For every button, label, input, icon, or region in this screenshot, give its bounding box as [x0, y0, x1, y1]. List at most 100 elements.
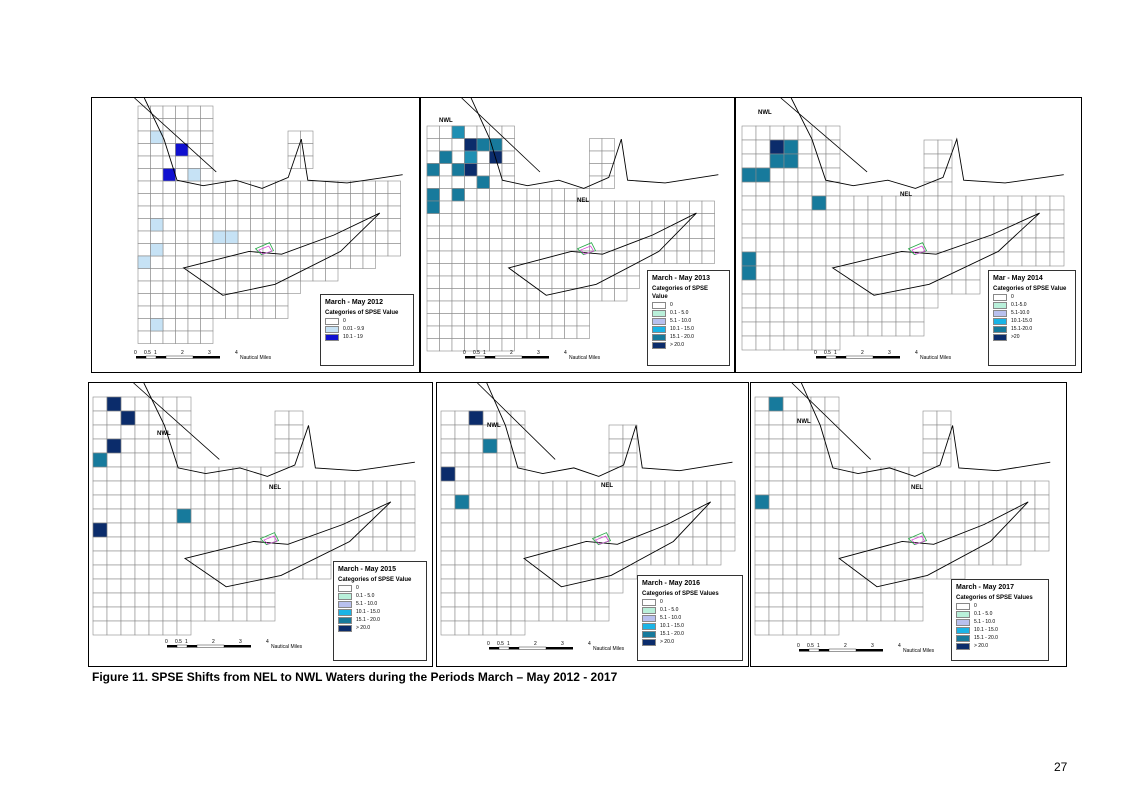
grid-cell [867, 279, 883, 295]
grid-cell [501, 225, 515, 239]
legend-row: 5.1 - 10.0 [956, 619, 1044, 626]
grid-cell [106, 522, 122, 538]
legend-2014: Mar - May 2014 Categories of SPSE Value 0 0… [988, 270, 1076, 366]
grid-cell [825, 125, 841, 141]
legend-label: 0.01 - 9.9 [343, 326, 365, 332]
grid-cell [796, 480, 812, 496]
grid-cell [440, 564, 456, 580]
grid-cell [150, 230, 164, 244]
grid-cell [664, 238, 678, 252]
grid-cell [601, 225, 615, 239]
grid-cell [551, 213, 565, 227]
scale-tick-label: 3 [888, 350, 891, 356]
label-nwl: NWL [797, 419, 811, 425]
grid-cell [287, 130, 301, 144]
legend-row: 0.1-5.0 [993, 302, 1071, 309]
grid-cell [580, 522, 596, 538]
grid-cell [190, 606, 206, 622]
grid-cell [468, 522, 484, 538]
grid-cell [204, 522, 220, 538]
island-outline [831, 212, 1040, 296]
grid-cell [701, 200, 715, 214]
grid-cell [950, 480, 966, 496]
figure-caption: Figure 11. SPSE Shifts from NEL to NWL W… [92, 670, 618, 684]
grid-cell [824, 410, 840, 426]
map-panel-2017: NWL NEL 0 0.5 1 2 3 4 Nautical Miles March - May … [750, 382, 1067, 667]
grid-cell [262, 230, 276, 244]
label-nel: NEL [577, 198, 589, 204]
grid-cell [936, 508, 952, 524]
grid-cell [811, 307, 827, 323]
grid-cell [650, 508, 666, 524]
grid-cell [287, 255, 301, 269]
grid-cell [212, 243, 226, 257]
grid-cell [937, 265, 953, 281]
grid-cell [824, 480, 840, 496]
grid-cell [769, 223, 785, 239]
spse-cell [754, 494, 770, 510]
grid-cell [176, 606, 192, 622]
grid-cell [524, 592, 540, 608]
legend-swatch [993, 318, 1007, 325]
grid-cell [526, 200, 540, 214]
grid-cell [439, 200, 453, 214]
grid-cell [120, 578, 136, 594]
grid-cell [510, 578, 526, 594]
grid-cell [839, 321, 855, 337]
grid-cell [204, 578, 220, 594]
grid-cell [300, 193, 314, 207]
grid-cell [387, 205, 401, 219]
legend-label: 0 [1011, 294, 1014, 300]
grid-cell [148, 578, 164, 594]
grid-cell [755, 181, 771, 197]
grid-cell [594, 494, 610, 510]
legend-row: 0 [993, 294, 1071, 301]
grid-cell [608, 522, 624, 538]
grid-cell [316, 550, 332, 566]
grid-cell [454, 466, 470, 482]
grid-cell [810, 508, 826, 524]
grid-cell [566, 536, 582, 552]
grid-cell [120, 424, 136, 440]
grid-cell [218, 522, 234, 538]
scale-tick-label: 3 [239, 639, 242, 645]
spse-cell [106, 396, 122, 412]
grid-cell [594, 606, 610, 622]
grid-cell [866, 564, 882, 580]
grid-cell [796, 606, 812, 622]
grid-cell [824, 396, 840, 412]
scale-unit-label: Nautical Miles [920, 355, 952, 361]
grid-cell [176, 550, 192, 566]
grid-cell [120, 620, 136, 636]
grid-cell [175, 268, 189, 282]
grid-cell [566, 494, 582, 510]
spse-cell [768, 396, 784, 412]
grid-cell [218, 494, 234, 510]
spse-cell [426, 200, 440, 214]
grid-cell [190, 508, 206, 524]
grid-cell [894, 550, 910, 566]
grid-cell [895, 293, 911, 309]
spse-cell [468, 410, 484, 426]
legend-swatch [642, 615, 656, 622]
grid-cell [330, 536, 346, 552]
grid-cell [992, 536, 1008, 552]
grid-cell [650, 494, 666, 510]
grid-cell [175, 118, 189, 132]
grid-cell [260, 578, 276, 594]
grid-cell [576, 225, 590, 239]
grid-cell [626, 200, 640, 214]
grid-cell [120, 396, 136, 412]
grid-cell [482, 592, 498, 608]
grid-cell [866, 508, 882, 524]
grid-cell [514, 300, 528, 314]
grid-cell [137, 205, 151, 219]
grid-cell [796, 424, 812, 440]
grid-cell [468, 424, 484, 440]
grid-cell [464, 288, 478, 302]
grid-cell [148, 494, 164, 510]
grid-cell [510, 536, 526, 552]
grid-cell [979, 209, 995, 225]
grid-cell [614, 225, 628, 239]
grid-cell [362, 205, 376, 219]
